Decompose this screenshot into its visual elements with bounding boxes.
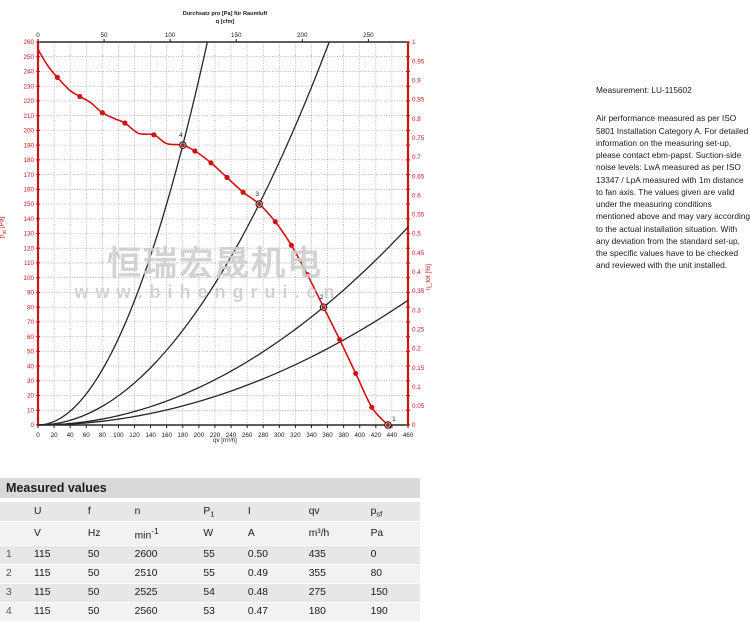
svg-text:0.6: 0.6 [412, 192, 421, 199]
svg-text:200: 200 [23, 128, 34, 135]
svg-text:0.95: 0.95 [412, 58, 425, 65]
svg-text:0: 0 [412, 422, 416, 429]
svg-text:180: 180 [23, 157, 34, 164]
svg-text:50: 50 [27, 349, 35, 356]
svg-text:20: 20 [27, 393, 35, 400]
svg-text:360: 360 [322, 432, 333, 439]
svg-text:20: 20 [51, 432, 59, 439]
svg-text:80: 80 [27, 304, 35, 311]
svg-text:250: 250 [363, 32, 374, 39]
svg-text:40: 40 [67, 432, 75, 439]
svg-text:0.8: 0.8 [412, 116, 421, 123]
svg-text:150: 150 [231, 32, 242, 39]
svg-text:0.15: 0.15 [412, 365, 425, 372]
svg-text:3: 3 [255, 191, 259, 198]
svg-text:0.75: 0.75 [412, 135, 425, 142]
svg-text:0: 0 [36, 32, 40, 39]
svg-text:0.2: 0.2 [412, 346, 421, 353]
svg-text:60: 60 [27, 334, 35, 341]
svg-text:380: 380 [338, 432, 349, 439]
svg-text:460: 460 [403, 432, 414, 439]
svg-text:0.25: 0.25 [412, 326, 425, 333]
svg-text:150: 150 [23, 201, 34, 208]
svg-text:170: 170 [23, 172, 34, 179]
svg-text:200: 200 [297, 32, 308, 39]
svg-text:0.55: 0.55 [412, 212, 425, 219]
svg-text:0.65: 0.65 [412, 173, 425, 180]
svg-text:250: 250 [23, 54, 34, 61]
svg-text:160: 160 [23, 187, 34, 194]
svg-text:100: 100 [113, 432, 124, 439]
svg-text:230: 230 [23, 83, 34, 90]
svg-text:140: 140 [23, 216, 34, 223]
svg-text:10: 10 [27, 407, 35, 414]
svg-text:400: 400 [354, 432, 365, 439]
svg-text:1: 1 [412, 39, 416, 46]
svg-text:0.05: 0.05 [412, 403, 425, 410]
svg-text:210: 210 [23, 113, 34, 120]
svg-text:0: 0 [36, 432, 40, 439]
svg-text:0.85: 0.85 [412, 97, 425, 104]
svg-text:40: 40 [27, 363, 35, 370]
svg-text:0.9: 0.9 [412, 78, 421, 85]
svg-text:0: 0 [30, 422, 34, 429]
svg-text:80: 80 [99, 432, 107, 439]
svg-text:340: 340 [306, 432, 317, 439]
svg-text:70: 70 [27, 319, 35, 326]
svg-text:0.7: 0.7 [412, 154, 421, 161]
svg-text:0.3: 0.3 [412, 307, 421, 314]
svg-text:0.1: 0.1 [412, 384, 421, 391]
svg-text:100: 100 [165, 32, 176, 39]
svg-text:190: 190 [23, 142, 34, 149]
svg-text:50: 50 [101, 32, 109, 39]
svg-text:60: 60 [83, 432, 91, 439]
svg-text:30: 30 [27, 378, 35, 385]
svg-text:260: 260 [23, 39, 34, 46]
svg-text:120: 120 [129, 432, 140, 439]
svg-text:1: 1 [392, 416, 396, 423]
svg-text:420: 420 [371, 432, 382, 439]
svg-text:4: 4 [179, 132, 183, 139]
svg-text:240: 240 [23, 69, 34, 76]
svg-text:220: 220 [23, 98, 34, 105]
svg-text:440: 440 [387, 432, 398, 439]
